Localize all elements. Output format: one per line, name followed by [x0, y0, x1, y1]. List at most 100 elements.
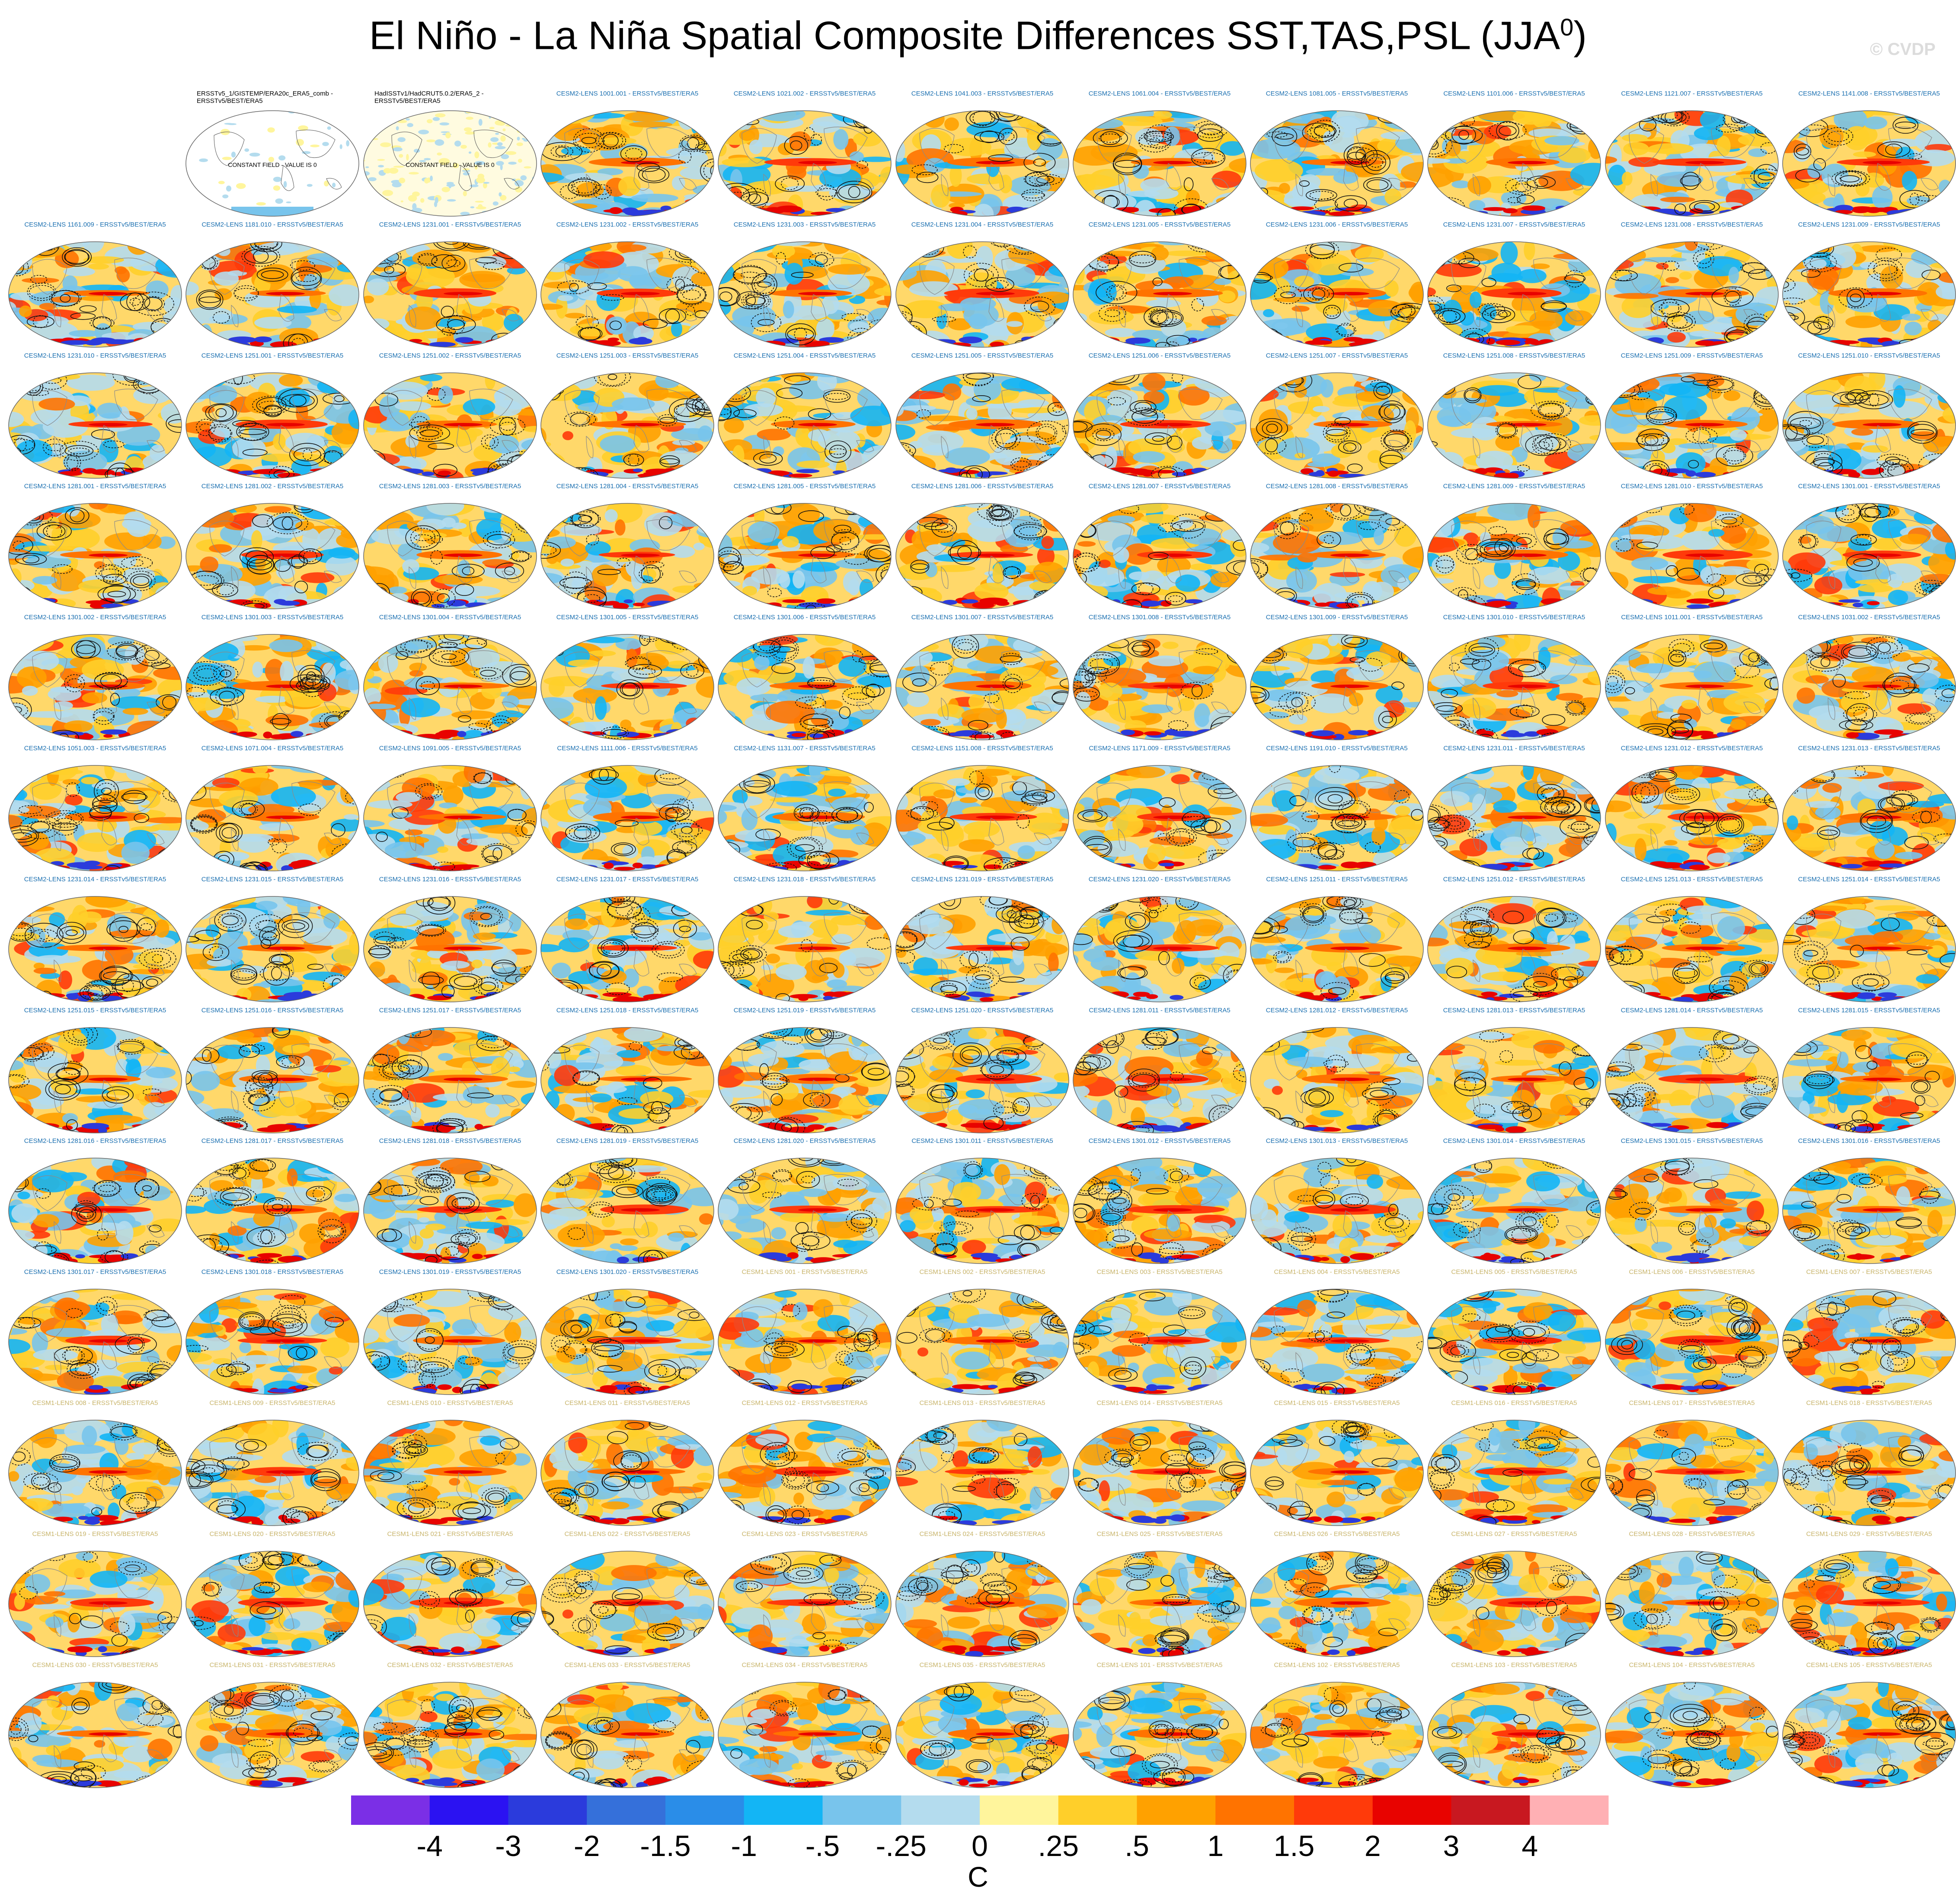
panel-title: CESM1-LENS 026 - ERSSTv5/BEST/ERA5 [1274, 1530, 1400, 1538]
panel-title: CESM1-LENS 012 - ERSSTv5/BEST/ERA5 [741, 1399, 868, 1407]
colorbar-swatch [1451, 1795, 1530, 1825]
map-panel: CESM2-LENS 1231.007 - ERSSTv5/BEST/ERA5 [1425, 221, 1603, 349]
map-panel: CESM1-LENS 009 - ERSSTv5/BEST/ERA5 [184, 1399, 361, 1527]
map-panel: CESM1-LENS 015 - ERSSTv5/BEST/ERA5 [1248, 1399, 1425, 1527]
panel-title: CESM2-LENS 1281.011 - ERSSTv5/BEST/ERA5 [1089, 1007, 1230, 1014]
panel-title: CESM2-LENS 1051.003 - ERSSTv5/BEST/ERA5 [24, 745, 166, 752]
global-map [540, 765, 714, 871]
panel-title: CESM2-LENS 1301.010 - ERSSTv5/BEST/ERA5 [1443, 614, 1585, 621]
panel-title: CESM1-LENS 016 - ERSSTv5/BEST/ERA5 [1451, 1399, 1577, 1407]
global-map [718, 634, 892, 740]
global-map [1073, 110, 1246, 217]
global-map [895, 372, 1069, 479]
map-panel: CESM2-LENS 1301.016 - ERSSTv5/BEST/ERA5 [1780, 1137, 1956, 1265]
global-map [363, 1551, 537, 1657]
global-map [718, 503, 892, 609]
global-map [363, 765, 537, 871]
map-panel: ERSSTv5_1/GISTEMP/ERA20c_ERA5_comb - ERS… [184, 90, 361, 218]
map-panel: CESM2-LENS 1231.004 - ERSSTv5/BEST/ERA5 [894, 221, 1071, 349]
map-panel: CESM1-LENS 012 - ERSSTv5/BEST/ERA5 [716, 1399, 893, 1527]
global-map [1782, 896, 1956, 1002]
map-panel: CESM2-LENS 1251.015 - ERSSTv5/BEST/ERA5 [6, 1007, 184, 1134]
map-panel: CESM2-LENS 1251.014 - ERSSTv5/BEST/ERA5 [1780, 876, 1956, 1003]
map-panel: CESM2-LENS 1251.018 - ERSSTv5/BEST/ERA5 [539, 1007, 716, 1134]
map-panel: CESM2-LENS 1231.019 - ERSSTv5/BEST/ERA5 [894, 876, 1071, 1003]
map-panel: CESM2-LENS 1151.008 - ERSSTv5/BEST/ERA5 [894, 745, 1071, 872]
map-panel: CESM2-LENS 1091.005 - ERSSTv5/BEST/ERA5 [361, 745, 539, 872]
global-map [540, 503, 714, 609]
panel-title: CESM2-LENS 1131.007 - ERSSTv5/BEST/ERA5 [734, 745, 876, 752]
panel-title: CESM1-LENS 002 - ERSSTv5/BEST/ERA5 [919, 1268, 1045, 1276]
colorbar-swatch [351, 1795, 430, 1825]
map-panel: CESM2-LENS 1281.013 - ERSSTv5/BEST/ERA5 [1425, 1007, 1603, 1134]
map-panel: CESM2-LENS 1251.012 - ERSSTv5/BEST/ERA5 [1425, 876, 1603, 1003]
global-map [1250, 1158, 1424, 1264]
panel-title: CESM2-LENS 1301.014 - ERSSTv5/BEST/ERA5 [1443, 1137, 1585, 1145]
panel-title: CESM2-LENS 1281.018 - ERSSTv5/BEST/ERA5 [379, 1137, 521, 1145]
colorbar-swatch [1137, 1795, 1216, 1825]
global-map [1782, 1027, 1956, 1133]
global-map [363, 241, 537, 348]
map-panel: CESM2-LENS 1231.018 - ERSSTv5/BEST/ERA5 [716, 876, 893, 1003]
global-map [8, 896, 182, 1002]
map-panel: CESM2-LENS 1231.001 - ERSSTv5/BEST/ERA5 [361, 221, 539, 349]
map-panel: CESM2-LENS 1161.009 - ERSSTv5/BEST/ERA5 [6, 221, 184, 349]
panel-title: CESM2-LENS 1161.009 - ERSSTv5/BEST/ERA5 [24, 221, 166, 228]
panel-title: CESM1-LENS 014 - ERSSTv5/BEST/ERA5 [1096, 1399, 1223, 1407]
map-panel: CESM1-LENS 010 - ERSSTv5/BEST/ERA5 [361, 1399, 539, 1527]
colorbar-tick-label: 2 [1365, 1830, 1381, 1862]
colorbar-tick-label: 4 [1521, 1830, 1538, 1862]
panel-title: CESM2-LENS 1251.011 - ERSSTv5/BEST/ERA5 [1266, 876, 1408, 883]
map-panel: CESM1-LENS 032 - ERSSTv5/BEST/ERA5 [361, 1661, 539, 1789]
map-panel: CESM2-LENS 1251.016 - ERSSTv5/BEST/ERA5 [184, 1007, 361, 1134]
panel-title: CESM2-LENS 1231.004 - ERSSTv5/BEST/ERA5 [911, 221, 1054, 228]
map-panel: CESM2-LENS 1281.007 - ERSSTv5/BEST/ERA5 [1071, 483, 1248, 610]
map-panel-grid: ERSSTv5_1/GISTEMP/ERA20c_ERA5_comb - ERS… [6, 90, 1956, 1788]
global-map [895, 1289, 1069, 1395]
global-map: CONSTANT FIELD - VALUE IS 0 [185, 110, 359, 217]
colorbar-swatch [508, 1795, 587, 1825]
colorbar-swatch [1530, 1795, 1609, 1825]
map-panel: CESM2-LENS 1281.010 - ERSSTv5/BEST/ERA5 [1603, 483, 1780, 610]
map-panel: CESM2-LENS 1301.008 - ERSSTv5/BEST/ERA5 [1071, 614, 1248, 741]
map-panel: CESM2-LENS 1001.001 - ERSSTv5/BEST/ERA5 [539, 90, 716, 218]
panel-title: CESM1-LENS 004 - ERSSTv5/BEST/ERA5 [1274, 1268, 1400, 1276]
panel-title: CESM2-LENS 1281.012 - ERSSTv5/BEST/ERA5 [1266, 1007, 1408, 1014]
panel-title: CESM2-LENS 1191.010 - ERSSTv5/BEST/ERA5 [1266, 745, 1408, 752]
panel-title: CESM1-LENS 103 - ERSSTv5/BEST/ERA5 [1451, 1661, 1577, 1669]
global-map [1427, 1682, 1601, 1788]
global-map: CONSTANT FIELD - VALUE IS 0 [363, 110, 537, 217]
panel-title: CESM2-LENS 1281.010 - ERSSTv5/BEST/ERA5 [1620, 483, 1763, 490]
panel-title: CESM1-LENS 007 - ERSSTv5/BEST/ERA5 [1806, 1268, 1932, 1276]
map-panel: CESM1-LENS 017 - ERSSTv5/BEST/ERA5 [1603, 1399, 1780, 1527]
global-map [1605, 503, 1779, 609]
panel-title: CESM1-LENS 003 - ERSSTv5/BEST/ERA5 [1096, 1268, 1223, 1276]
global-map [1250, 1551, 1424, 1657]
panel-title: CESM2-LENS 1281.008 - ERSSTv5/BEST/ERA5 [1266, 483, 1408, 490]
panel-title: CESM2-LENS 1251.002 - ERSSTv5/BEST/ERA5 [379, 352, 521, 359]
global-map [1782, 634, 1956, 740]
map-panel: CESM2-LENS 1251.009 - ERSSTv5/BEST/ERA5 [1603, 352, 1780, 480]
global-map [1782, 110, 1956, 217]
map-panel: CESM1-LENS 033 - ERSSTv5/BEST/ERA5 [539, 1661, 716, 1789]
colorbar-tick-label: 1.5 [1274, 1830, 1315, 1862]
global-map [1427, 110, 1601, 217]
global-map [1250, 372, 1424, 479]
panel-title: CESM2-LENS 1281.014 - ERSSTv5/BEST/ERA5 [1620, 1007, 1763, 1014]
panel-title: CESM2-LENS 1281.004 - ERSSTv5/BEST/ERA5 [556, 483, 699, 490]
global-map [1782, 503, 1956, 609]
map-panel: CESM1-LENS 035 - ERSSTv5/BEST/ERA5 [894, 1661, 1071, 1789]
panel-title: CESM2-LENS 1041.003 - ERSSTv5/BEST/ERA5 [911, 90, 1054, 97]
map-panel: CESM1-LENS 005 - ERSSTv5/BEST/ERA5 [1425, 1268, 1603, 1396]
global-map [185, 1027, 359, 1133]
panel-title: CESM2-LENS 1081.005 - ERSSTv5/BEST/ERA5 [1266, 90, 1408, 97]
panel-title: CESM1-LENS 020 - ERSSTv5/BEST/ERA5 [209, 1530, 336, 1538]
map-panel: CESM2-LENS 1301.015 - ERSSTv5/BEST/ERA5 [1603, 1137, 1780, 1265]
panel-title: CESM2-LENS 1231.019 - ERSSTv5/BEST/ERA5 [911, 876, 1054, 883]
map-panel: CESM2-LENS 1121.007 - ERSSTv5/BEST/ERA5 [1603, 90, 1780, 218]
map-panel: CESM2-LENS 1231.006 - ERSSTv5/BEST/ERA5 [1248, 221, 1425, 349]
map-panel: CESM2-LENS 1231.003 - ERSSTv5/BEST/ERA5 [716, 221, 893, 349]
map-panel: CESM1-LENS 103 - ERSSTv5/BEST/ERA5 [1425, 1661, 1603, 1789]
global-map [1427, 1420, 1601, 1526]
panel-title: CESM2-LENS 1231.016 - ERSSTv5/BEST/ERA5 [379, 876, 521, 883]
